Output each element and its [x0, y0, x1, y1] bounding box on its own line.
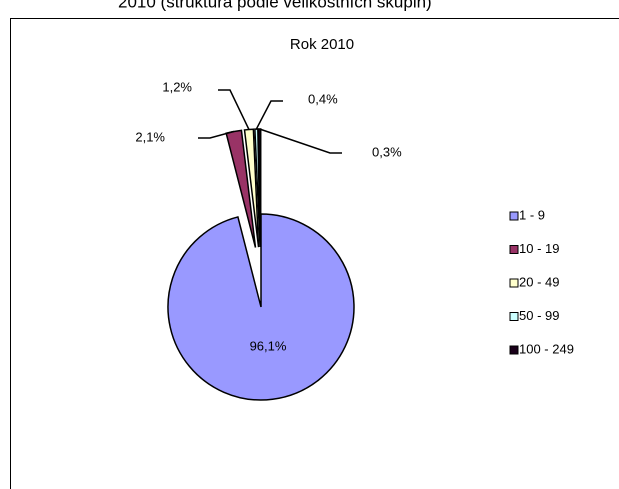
legend-swatch — [509, 278, 519, 288]
data-label: 1,2% — [162, 79, 192, 94]
legend-label: 10 - 19 — [519, 241, 559, 256]
leader-line — [259, 128, 342, 154]
legend-swatch — [509, 211, 519, 221]
data-label: 0,4% — [308, 91, 338, 106]
legend-label: 100 - 249 — [519, 341, 574, 356]
leader-line — [198, 130, 234, 139]
data-label: 0,3% — [372, 144, 402, 159]
pie-slice — [167, 213, 355, 401]
legend-swatch — [509, 312, 519, 321]
legend-swatch — [509, 345, 519, 355]
legend-label: 20 - 49 — [519, 274, 559, 289]
leader-line — [255, 100, 283, 130]
data-label: 96,1% — [250, 338, 287, 353]
leader-line — [218, 89, 250, 130]
caption: 2010 (struktura podle velikostních skupi… — [118, 0, 432, 11]
legend-label: 50 - 99 — [519, 308, 559, 323]
chart-title: Rok 2010 — [290, 36, 354, 53]
data-label: 2,1% — [135, 129, 165, 144]
legend-label: 1 - 9 — [519, 207, 545, 222]
pie-slice — [243, 128, 260, 248]
legend-swatch — [509, 245, 519, 254]
